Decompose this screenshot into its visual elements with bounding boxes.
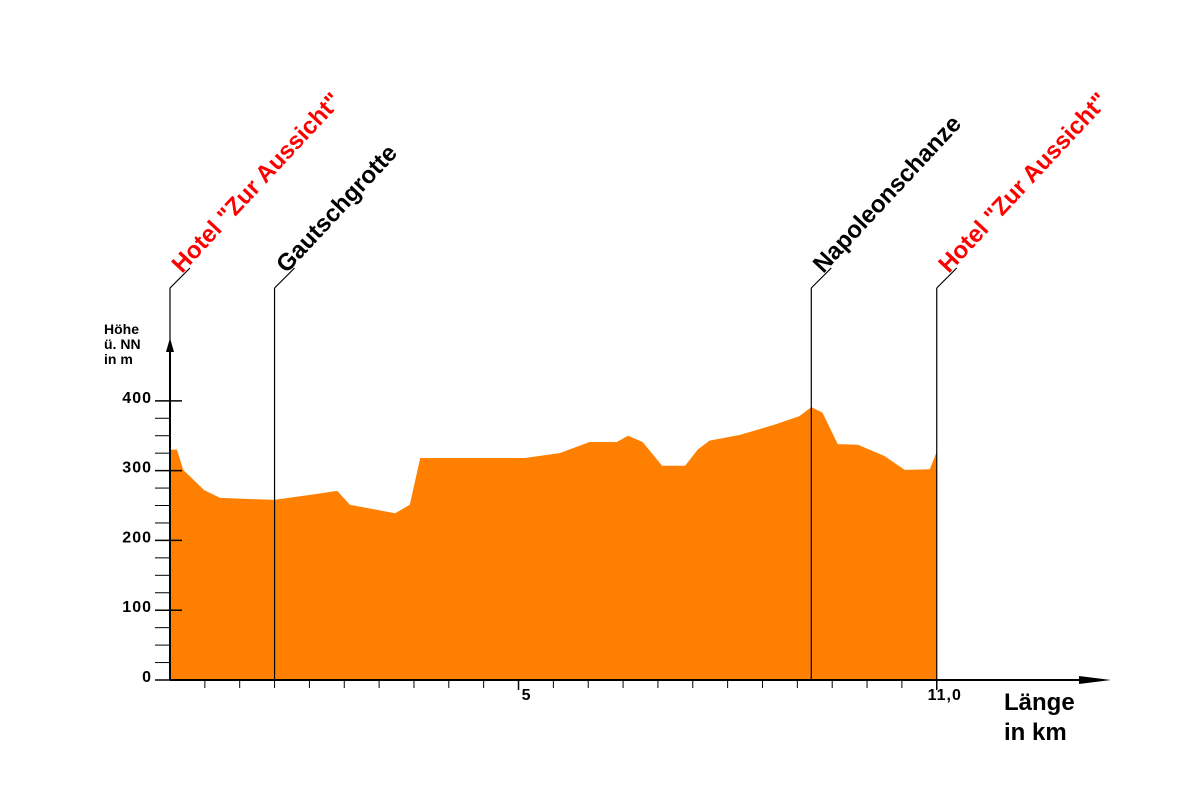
- x-axis-label: Länge: [1004, 689, 1075, 716]
- waypoint-leader: [936, 267, 958, 289]
- waypoint-label: Hotel "Zur Aussicht": [933, 88, 1113, 278]
- elevation-area: [170, 407, 937, 680]
- y-axis-label: Höhe: [104, 321, 139, 337]
- waypoint-leader: [274, 267, 295, 289]
- y-tick-label: 400: [122, 390, 152, 407]
- y-axis-label: ü. NN: [104, 336, 141, 352]
- y-tick-label: 300: [122, 460, 152, 477]
- waypoint-label: Hotel "Zur Aussicht": [167, 88, 347, 278]
- y-tick-label: 200: [122, 529, 152, 546]
- waypoint-leader: [169, 267, 191, 289]
- x-axis-label: in km: [1004, 719, 1067, 746]
- waypoint-leader: [810, 267, 832, 289]
- x-tick-label: 5: [522, 687, 532, 704]
- x-axis-arrow: [1079, 676, 1111, 684]
- y-tick-label: 0: [142, 669, 152, 686]
- y-axis-label: in m: [104, 351, 133, 367]
- y-tick-label: 100: [122, 599, 152, 616]
- x-tick-label: 11,0: [928, 687, 962, 704]
